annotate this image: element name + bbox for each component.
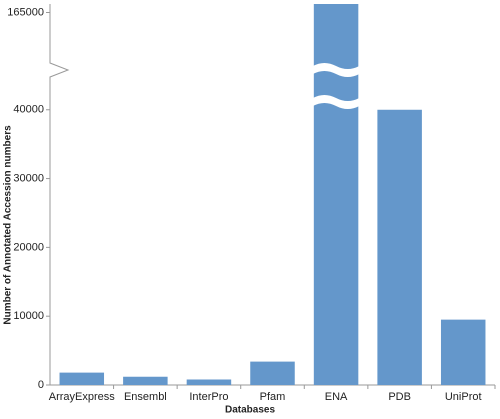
bar <box>123 376 168 385</box>
y-tick-label: 40000 <box>13 104 44 116</box>
bar <box>440 319 486 385</box>
break-gap <box>312 95 360 109</box>
x-tick-label: UniProt <box>445 391 482 403</box>
y-tick-label: 0 <box>38 379 44 391</box>
bar <box>186 379 232 385</box>
x-tick-label: ArrayExpress <box>49 391 116 403</box>
y-tick-label: 30000 <box>13 172 44 184</box>
x-tick-label: PDB <box>388 391 411 403</box>
break-gap <box>312 63 360 77</box>
x-tick-label: ENA <box>325 391 348 403</box>
x-tick-label: InterPro <box>189 391 228 403</box>
x-tick-label: Pfam <box>260 391 286 403</box>
bar <box>250 361 295 385</box>
y-axis-label: Number of Annotated Accession numbers <box>3 125 14 325</box>
bar <box>377 109 422 385</box>
y-tick-label: 165000 <box>7 6 44 18</box>
bar <box>313 4 359 385</box>
y-tick-label: 10000 <box>13 310 44 322</box>
y-tick-label: 20000 <box>13 241 44 253</box>
bar <box>59 372 105 385</box>
y-axis <box>49 4 495 386</box>
x-tick-label: Ensembl <box>124 391 167 403</box>
x-axis-label: Databases <box>225 405 275 416</box>
